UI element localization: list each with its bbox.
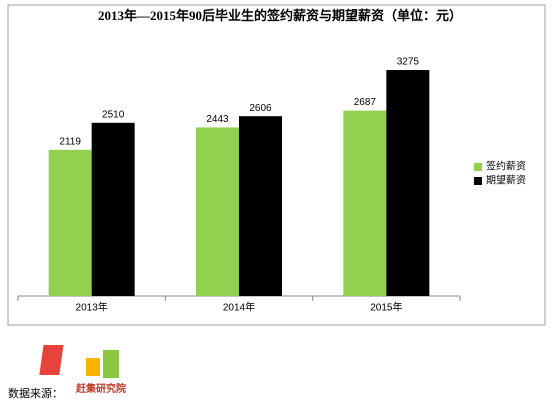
logo bbox=[39, 345, 119, 378]
legend-label: 期望薪资 bbox=[486, 174, 526, 187]
data-label: 2606 bbox=[249, 103, 272, 114]
data-label: 2510 bbox=[102, 109, 125, 120]
data-label: 3275 bbox=[397, 57, 420, 68]
chart-title: 2013年—2015年90后毕业生的签约薪资与期望薪资（单位：元） bbox=[97, 8, 462, 23]
x-tick-label: 2014年 bbox=[223, 301, 255, 314]
data-label: 2119 bbox=[59, 136, 81, 147]
legend-swatch bbox=[474, 163, 482, 171]
legend-swatch bbox=[474, 177, 482, 185]
legend-label: 签约薪资 bbox=[486, 160, 526, 173]
bar bbox=[386, 70, 430, 297]
x-tick-label: 2015年 bbox=[370, 301, 402, 314]
data-label: 2687 bbox=[354, 97, 377, 108]
bar bbox=[239, 116, 282, 296]
logo-text: 赶集研究院 bbox=[76, 384, 126, 395]
bar bbox=[196, 127, 239, 296]
x-tick-label: 2013年 bbox=[76, 301, 108, 314]
bar bbox=[91, 122, 135, 296]
source-label: 数据来源： bbox=[8, 388, 63, 400]
bar bbox=[48, 149, 92, 296]
data-label: 2443 bbox=[206, 114, 229, 125]
bar bbox=[343, 110, 387, 296]
